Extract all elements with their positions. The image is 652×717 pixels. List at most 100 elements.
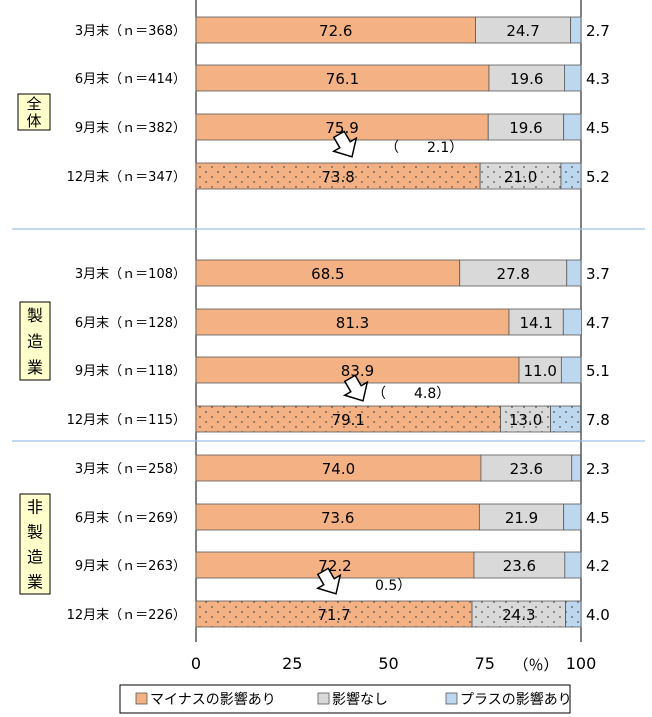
group-label-char: 全 [26, 95, 41, 113]
bar-segment [550, 405, 582, 433]
group-label-char: 造 [27, 332, 43, 351]
legend-swatch [135, 692, 148, 705]
row-label: 3月末（ｎ＝258） [75, 462, 186, 477]
row-label: 12月末（ｎ＝115） [67, 413, 186, 428]
bar-segment [471, 600, 567, 628]
row-label: 6月末（ｎ＝269） [75, 511, 186, 526]
down-arrow-icon [331, 130, 358, 158]
row-label: 6月末（ｎ＝128） [75, 316, 186, 331]
row-label: 9月末（ｎ＝118） [75, 364, 186, 379]
data-label: 11.0 [523, 362, 556, 380]
data-label: 5.2 [586, 168, 610, 186]
bar-segment [195, 259, 461, 287]
bar-segment [195, 503, 480, 531]
bar-segment [473, 551, 566, 579]
row-label: 3月末（ｎ＝368） [75, 24, 186, 39]
data-label: 2.3 [586, 460, 610, 478]
bar-segment [480, 454, 573, 482]
bar-segment [518, 356, 562, 384]
data-label: 75.9 [325, 119, 358, 137]
legend-label: プラスの影響あり [460, 691, 572, 708]
bar-segment [564, 64, 582, 92]
data-label: 4.0 [586, 606, 610, 624]
row-label: 9月末（ｎ＝382） [75, 121, 186, 136]
row-label: 9月末（ｎ＝263） [75, 559, 186, 574]
bar-segment [508, 308, 564, 336]
bar-segment [571, 454, 582, 482]
bar-segment [478, 503, 565, 531]
bar-segment [475, 16, 572, 44]
data-label: 73.8 [321, 168, 354, 186]
bar-segment [195, 308, 510, 336]
data-label: 23.6 [503, 557, 536, 575]
bar-segment [570, 16, 582, 44]
data-label: 21.9 [505, 509, 538, 527]
bar-segment [195, 16, 476, 44]
data-label: 4.2 [586, 557, 610, 575]
legend-label: マイナスの影響あり [150, 691, 276, 708]
change-annotation: （ 2.1） [385, 140, 463, 156]
bar-segment [560, 356, 582, 384]
change-annotation: 0.5） [375, 578, 411, 594]
bar-segment [565, 600, 582, 628]
data-label: 21.0 [504, 168, 537, 186]
row-label: 3月末（ｎ＝108） [75, 267, 186, 282]
data-label: 19.6 [509, 119, 542, 137]
x-tick-label: 75 [475, 654, 495, 673]
group-label-char: 業 [27, 358, 43, 377]
data-label: 4.5 [586, 119, 610, 137]
group-label-box [17, 93, 51, 131]
row-label: 6月末（ｎ＝414） [75, 72, 186, 87]
data-label: 83.9 [341, 362, 374, 380]
down-arrow-icon [315, 567, 342, 595]
data-label: 76.1 [326, 70, 359, 88]
bar-segment [488, 64, 565, 92]
down-arrow-icon [342, 374, 369, 402]
unit-label: （％） [513, 656, 558, 674]
bar-segment [566, 259, 582, 287]
group-label-char: 非 [27, 498, 43, 517]
x-tick-label: 0 [191, 654, 201, 673]
data-label: 4.5 [586, 509, 610, 527]
data-label: 24.3 [502, 606, 535, 624]
row-label: 12月末（ｎ＝226） [67, 608, 186, 623]
x-tick-label: 25 [282, 654, 302, 673]
change-annotation: （ 4.8） [372, 386, 450, 402]
bar-segment [563, 113, 582, 141]
legend-label: 影響なし [332, 691, 388, 708]
data-label: 3.7 [586, 265, 610, 283]
bar-segment [459, 259, 568, 287]
data-label: 5.1 [586, 362, 610, 380]
x-tick-label: 50 [378, 654, 398, 673]
data-label: 81.3 [336, 314, 369, 332]
data-label: 71.7 [317, 606, 350, 624]
data-label: 19.6 [510, 70, 543, 88]
data-label: 23.6 [510, 460, 543, 478]
group-label-char: 業 [27, 573, 43, 592]
group-label-char: 製 [27, 306, 43, 325]
data-label: 14.1 [519, 314, 552, 332]
data-label: 68.5 [311, 265, 344, 283]
data-label: 73.6 [321, 509, 354, 527]
data-label: 4.7 [586, 314, 610, 332]
bar-segment [563, 503, 582, 531]
legend-swatch [445, 692, 458, 705]
data-label: 4.3 [586, 70, 610, 88]
group-label-box [19, 493, 51, 595]
data-label: 72.6 [319, 22, 352, 40]
x-tick-label: 100 [566, 654, 597, 673]
legend-swatch [317, 692, 330, 705]
data-label: 27.8 [497, 265, 530, 283]
bar-segment [562, 308, 582, 336]
bar-segment [487, 113, 565, 141]
bar-segment [560, 162, 582, 190]
data-label: 79.1 [332, 411, 365, 429]
data-label: 2.7 [586, 22, 610, 40]
group-label-char: 体 [26, 112, 41, 130]
bar-segment [195, 64, 490, 92]
group-label-box [19, 301, 51, 381]
data-label: 13.0 [509, 411, 542, 429]
legend-box [119, 684, 571, 714]
bar-segment [564, 551, 582, 579]
